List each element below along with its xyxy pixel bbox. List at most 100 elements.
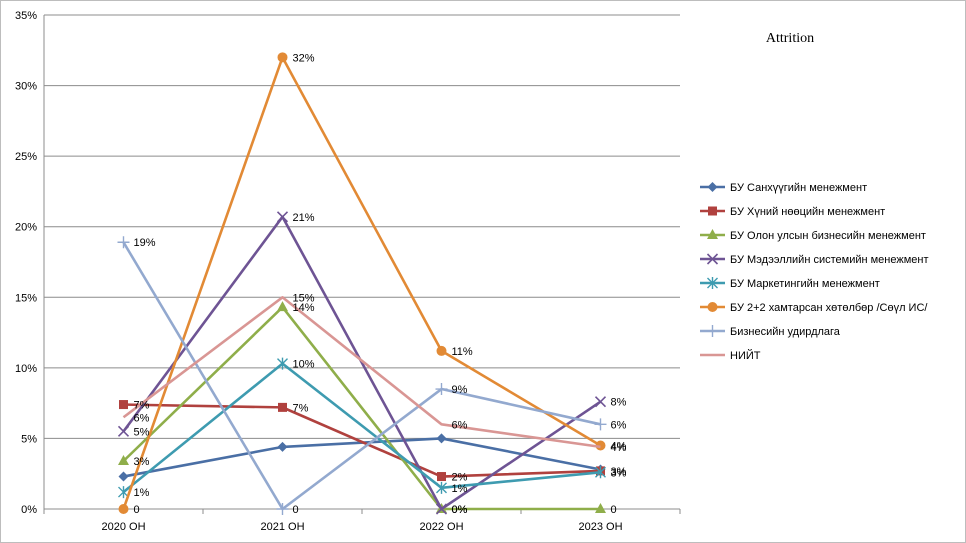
data-label: 32% bbox=[293, 52, 315, 64]
data-label: 7% bbox=[293, 402, 309, 414]
data-point-marker bbox=[436, 345, 447, 356]
data-label: 10% bbox=[293, 359, 315, 371]
data-point-marker bbox=[277, 301, 288, 312]
legend-label: Бизнесийн удирдлага bbox=[730, 326, 841, 338]
data-label: 1% bbox=[134, 487, 150, 499]
legend-label: БУ Хүний нөөцийн менежмент bbox=[730, 206, 885, 218]
data-point-marker bbox=[707, 182, 718, 192]
data-point-marker bbox=[706, 253, 719, 265]
legend-label: БУ Санхүүгийн менежмент bbox=[730, 182, 867, 194]
data-point-marker bbox=[595, 466, 606, 479]
legend-item: БУ Олон улсын бизнесийн менежмент bbox=[700, 229, 926, 242]
data-point-marker bbox=[595, 503, 606, 513]
series-lines bbox=[117, 52, 607, 515]
data-point-marker bbox=[276, 503, 289, 515]
legend-item: БУ Мэдээллийн системийн менежмент bbox=[700, 253, 929, 266]
data-label: 11% bbox=[452, 346, 473, 358]
data-point-marker bbox=[706, 325, 719, 337]
x-tick-label: 2022 ОН bbox=[419, 521, 463, 533]
y-tick-label: 35% bbox=[15, 10, 37, 22]
data-label: 6% bbox=[452, 419, 468, 431]
series-line bbox=[122, 362, 601, 494]
legend-label: БУ 2+2 хамтарсан хөтөлбөр /Сөүл ИС/ bbox=[730, 302, 928, 314]
data-label: 21% bbox=[293, 212, 315, 224]
legend-item: Бизнесийн удирдлага bbox=[700, 325, 841, 338]
series-line bbox=[122, 56, 602, 510]
y-tick-label: 15% bbox=[15, 292, 37, 304]
series-line bbox=[123, 403, 601, 478]
data-label: 5% bbox=[134, 426, 150, 438]
data-label: 0 bbox=[611, 504, 617, 516]
y-tick-label: 0% bbox=[21, 504, 37, 516]
data-label: 6% bbox=[134, 412, 150, 424]
data-point-marker bbox=[435, 503, 448, 515]
data-point-marker bbox=[595, 440, 606, 451]
data-point-marker bbox=[118, 455, 129, 466]
data-label: 3% bbox=[134, 456, 150, 468]
legend-item: БУ Маркетингийн менежмент bbox=[700, 277, 880, 290]
y-tick-label: 10% bbox=[15, 363, 37, 375]
data-point-marker bbox=[436, 433, 447, 444]
legend-item: БУ Санхүүгийн менежмент bbox=[700, 182, 867, 194]
series-7 bbox=[117, 236, 607, 515]
data-label: 7% bbox=[134, 400, 150, 412]
data-label: 0 bbox=[134, 504, 140, 516]
data-label: 1% bbox=[452, 483, 468, 495]
data-point-marker bbox=[117, 425, 130, 437]
data-point-marker bbox=[117, 236, 130, 249]
series-line bbox=[122, 241, 601, 511]
legend-item: НИЙТ bbox=[700, 349, 761, 362]
data-point-marker bbox=[118, 486, 129, 499]
data-point-marker bbox=[594, 396, 607, 408]
series-line bbox=[122, 295, 601, 449]
series-line bbox=[123, 437, 601, 478]
y-axis: 0% 5% 10% 15% 20% 25% 30% 35% bbox=[15, 10, 45, 516]
data-label: 4% bbox=[611, 442, 627, 454]
data-point-marker bbox=[707, 302, 718, 312]
series-5 bbox=[118, 357, 606, 499]
legend-label: БУ Олон улсын бизнесийн менежмент bbox=[730, 230, 926, 242]
data-label: 2% bbox=[452, 472, 468, 484]
series-line bbox=[122, 305, 601, 511]
legend-item: БУ 2+2 хамтарсан хөтөлбөр /Сөүл ИС/ bbox=[700, 302, 928, 314]
x-tick-label: 2021 ОН bbox=[260, 521, 304, 533]
series-line bbox=[122, 215, 602, 511]
data-point-marker bbox=[708, 206, 717, 216]
series-4 bbox=[117, 211, 607, 515]
data-point-marker bbox=[594, 418, 607, 431]
y-tick-label: 25% bbox=[15, 151, 37, 163]
data-label: 3% bbox=[611, 467, 627, 479]
y-tick-label: 30% bbox=[15, 81, 37, 93]
x-tick-label: 2020 ОН bbox=[101, 521, 145, 533]
data-label: 0% bbox=[452, 504, 468, 516]
legend: БУ Санхүүгийн менежмент БУ Хүний нөөцийн … bbox=[700, 182, 929, 362]
data-point-marker bbox=[277, 357, 288, 370]
legend-label: БУ Маркетингийн менежмент bbox=[730, 278, 880, 290]
data-point-marker bbox=[707, 229, 718, 239]
data-label: 15% bbox=[293, 292, 315, 304]
data-label: 3% bbox=[611, 466, 627, 478]
data-label: 0% bbox=[452, 504, 468, 516]
data-label: 6% bbox=[611, 419, 627, 431]
data-point-marker bbox=[277, 52, 288, 63]
series-6 bbox=[118, 52, 606, 514]
legend-label: БУ Мэдээллийн системийн менежмент bbox=[730, 254, 929, 266]
data-point-marker bbox=[118, 504, 129, 514]
data-point-marker bbox=[437, 472, 446, 482]
legend-label: НИЙТ bbox=[730, 349, 761, 362]
data-labels: 7% 7%2% 3%3%14%0% 05%21%0%8%1%10%1%3%032%11… bbox=[134, 52, 627, 516]
data-label: 8% bbox=[611, 397, 627, 409]
data-point-marker bbox=[436, 481, 447, 494]
data-point-marker bbox=[707, 277, 718, 289]
series-2 bbox=[119, 400, 605, 482]
chart-title: Attrition bbox=[766, 31, 814, 46]
data-point-marker bbox=[277, 441, 288, 452]
data-point-marker bbox=[276, 211, 289, 223]
data-point-marker bbox=[118, 471, 129, 482]
legend-item: БУ Хүний нөөцийн менежмент bbox=[700, 206, 885, 218]
data-point-marker bbox=[119, 400, 128, 410]
series-3 bbox=[118, 301, 606, 513]
series-8 bbox=[122, 295, 601, 449]
x-tick-label: 2023 ОН bbox=[578, 521, 622, 533]
y-tick-label: 5% bbox=[21, 433, 37, 445]
